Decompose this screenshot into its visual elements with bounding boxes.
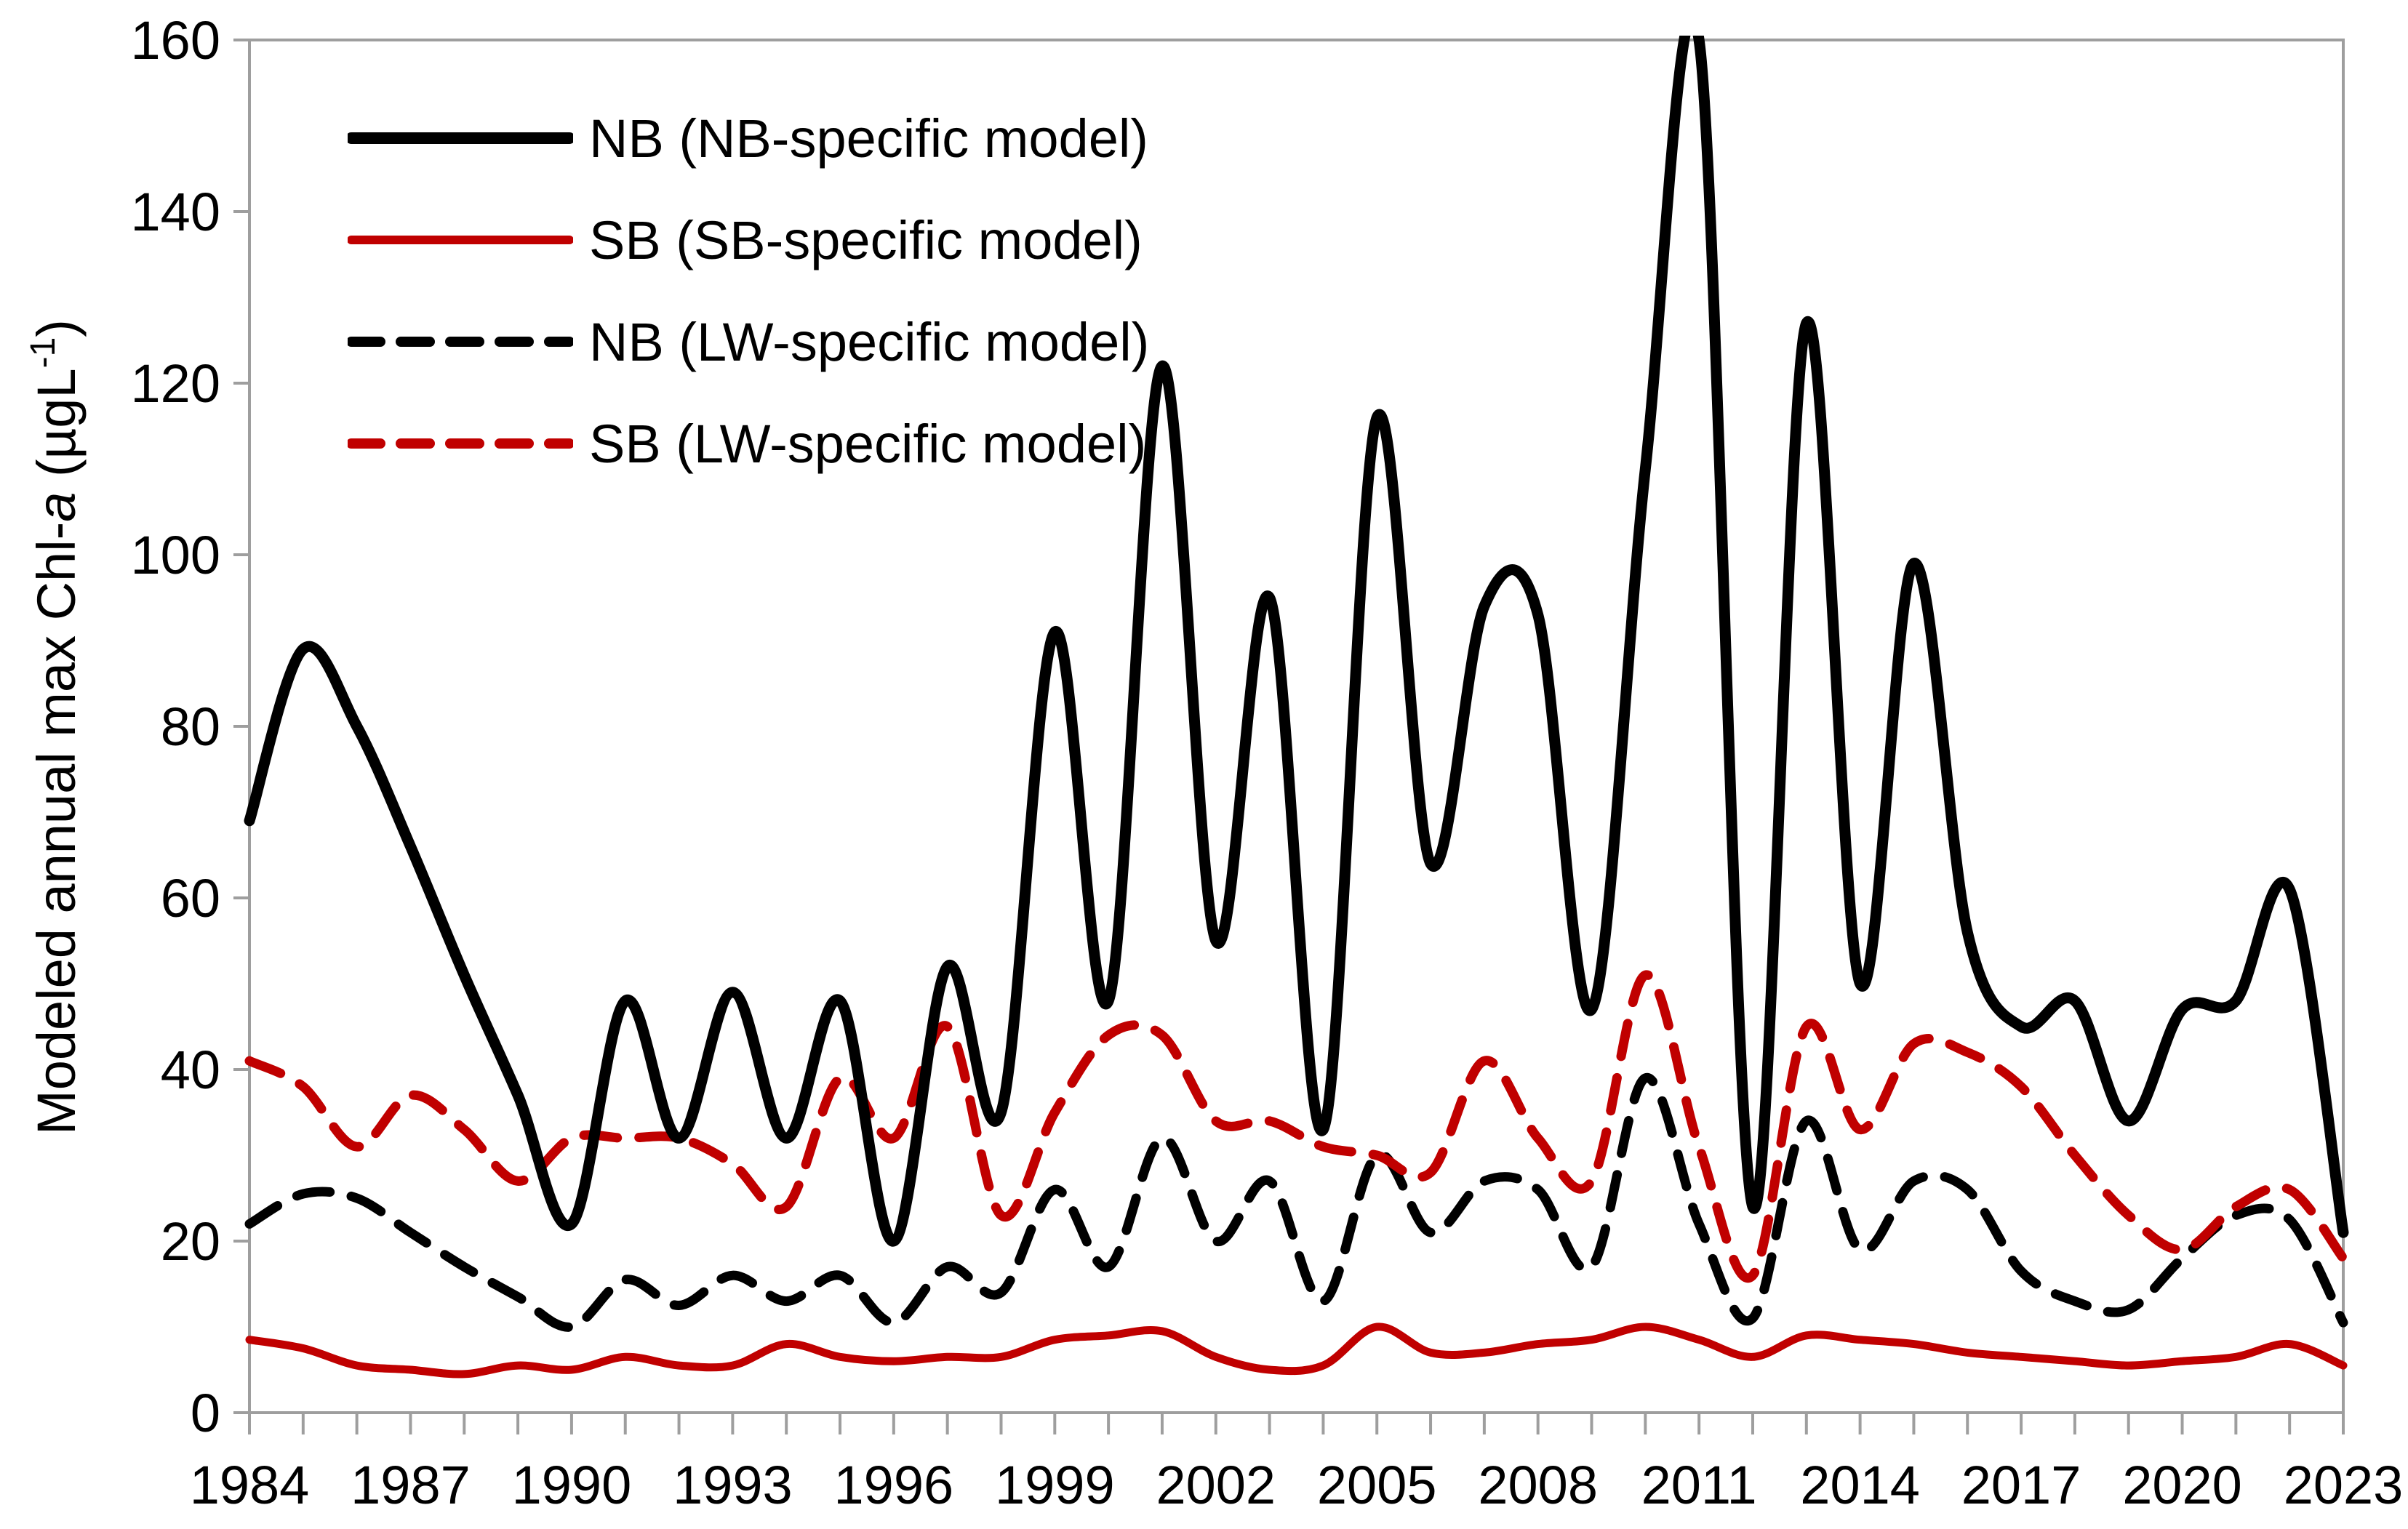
series-path-nb-nb-specific-model — [244, 36, 2349, 1247]
x-axis-tick-label: 2020 — [2122, 1455, 2242, 1515]
x-axis-tick-label: 2017 — [1961, 1455, 2081, 1515]
legend-key-dashed-red-line — [348, 438, 573, 449]
x-axis-tick-label: 2011 — [1641, 1455, 1757, 1515]
y-axis-tick-label: 160 — [131, 10, 220, 71]
y-axis-title-superscript: -1 — [24, 337, 63, 369]
legend: NB (NB-specific model) SB (SB-specific m… — [348, 87, 1149, 494]
legend-key-solid-black-line — [348, 132, 573, 144]
legend-key-solid-red-line — [348, 236, 573, 244]
y-axis-title-italic-a: a — [26, 491, 87, 522]
y-axis-tick-label: 60 — [161, 868, 220, 928]
legend-key-dashed-black-line — [348, 337, 573, 347]
x-axis-tick-label: 1999 — [995, 1455, 1115, 1515]
y-axis-tick-label: 20 — [161, 1211, 220, 1272]
series-path-nb-lw-specific-model — [244, 1073, 2348, 1332]
x-axis-tick-label: 2023 — [2284, 1455, 2404, 1515]
y-axis-tick-label: 140 — [131, 182, 220, 242]
legend-label: NB (LW-specific model) — [589, 311, 1150, 372]
legend-item-nb-lw-model: NB (LW-specific model) — [348, 291, 1149, 393]
x-axis-tick-label: 1990 — [512, 1455, 632, 1515]
legend-label: SB (SB-specific model) — [589, 209, 1143, 270]
y-axis-tick-label: 100 — [131, 525, 220, 585]
x-axis-tick-label: 2008 — [1478, 1455, 1598, 1515]
series-path-sb-lw-specific-model — [244, 970, 2348, 1283]
legend-item-sb-lw-model: SB (LW-specific model) — [348, 393, 1149, 494]
y-axis-tick-label: 0 — [191, 1383, 220, 1443]
legend-label: NB (NB-specific model) — [589, 108, 1148, 169]
legend-item-nb-specific: NB (NB-specific model) — [348, 87, 1149, 189]
x-axis-tick-label: 1993 — [673, 1455, 793, 1515]
legend-label: SB (LW-specific model) — [589, 413, 1147, 474]
series-path-sb-sb-specific-model — [245, 1323, 2348, 1378]
y-axis-tick-label: 80 — [161, 697, 220, 757]
y-axis-title-text: Modeled annual max Chl- — [26, 521, 87, 1135]
y-axis-tick-label: 40 — [161, 1040, 220, 1100]
x-axis-tick-label: 1984 — [190, 1455, 310, 1515]
y-axis-tick-label: 120 — [131, 353, 220, 414]
x-axis-tick-label: 1987 — [351, 1455, 471, 1515]
y-axis-title: Modeled annual max Chl-a (µgL-1) — [13, 254, 87, 1200]
legend-item-sb-specific: SB (SB-specific model) — [348, 189, 1149, 291]
x-axis-tick-label: 1996 — [834, 1455, 954, 1515]
x-axis-tick-label: 2002 — [1156, 1455, 1276, 1515]
y-axis-title-close: ) — [26, 319, 87, 337]
x-axis-tick-label: 2005 — [1317, 1455, 1437, 1515]
x-axis-tick-label: 2014 — [1800, 1455, 1920, 1515]
y-axis-title-unit: (µgL — [26, 368, 87, 492]
